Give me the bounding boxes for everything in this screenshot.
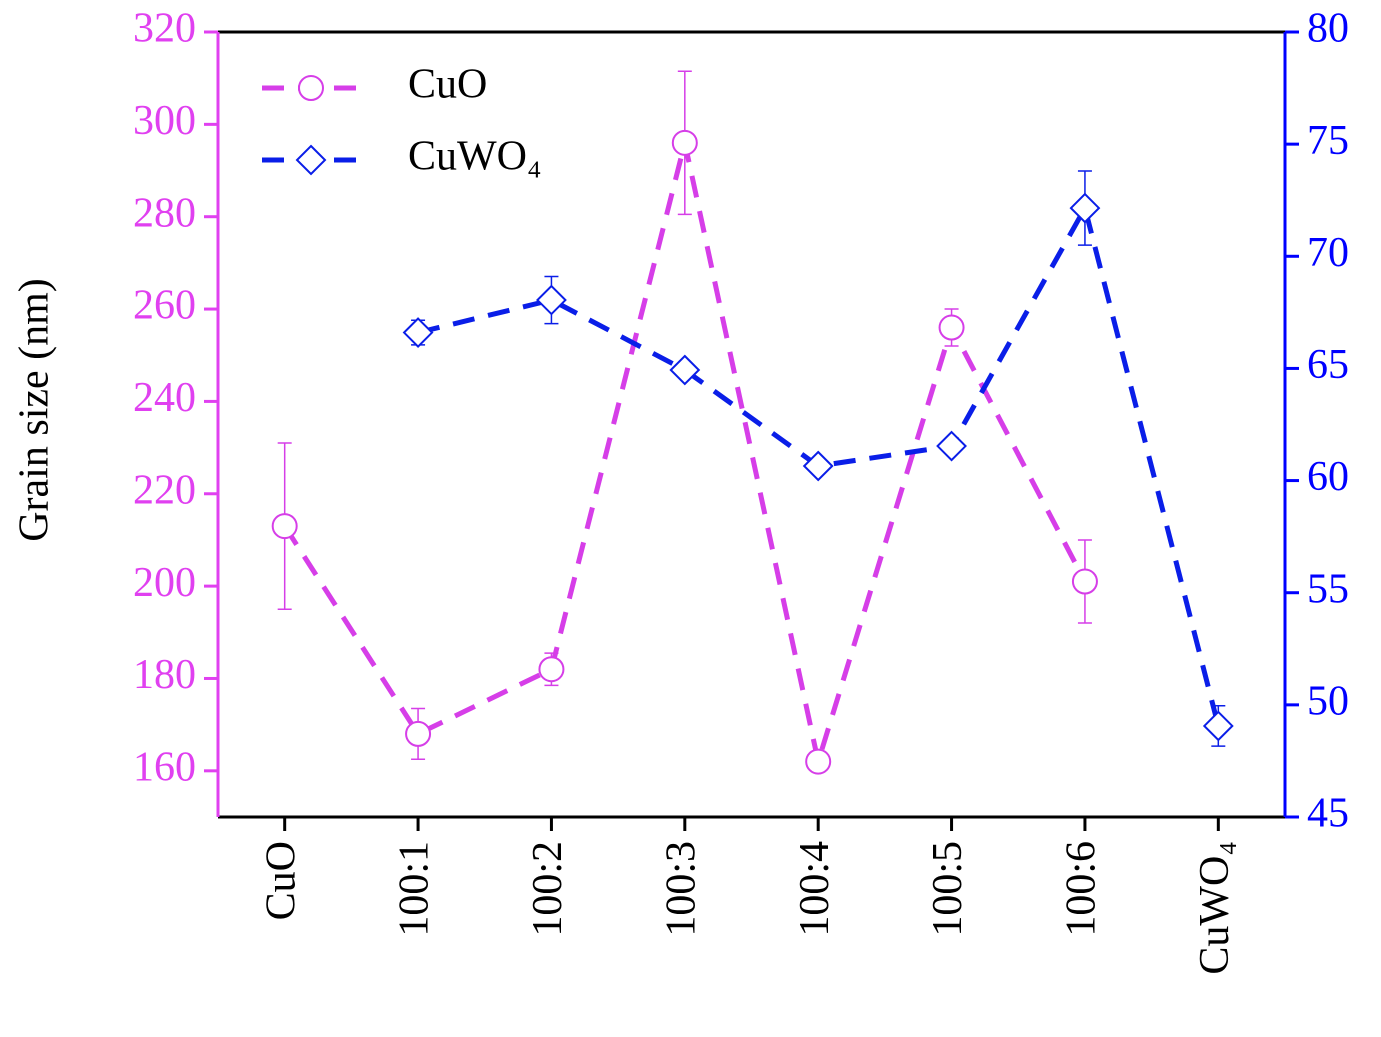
y2-tick-label: 55 (1307, 566, 1349, 612)
marker (671, 129, 698, 156)
legend-label: CuWO₄ (408, 134, 542, 180)
x-tick-label: 100:5 (925, 841, 971, 937)
y2-tick-label: 45 (1307, 791, 1349, 837)
marker (805, 748, 832, 775)
x-tick-label: 100:2 (525, 841, 571, 937)
x-tick-label: 100:4 (792, 841, 838, 937)
legend-marker (295, 144, 327, 176)
x-tick-label: 100:6 (1059, 841, 1105, 937)
y2-tick-label: 50 (1307, 678, 1349, 724)
y-axis-label: Grain size (nm) (12, 278, 58, 542)
y2-tick-label: 70 (1307, 230, 1349, 276)
y-tick-label: 300 (133, 98, 196, 144)
marker (1071, 568, 1098, 595)
marker (271, 513, 298, 540)
legend-label: CuO (408, 62, 487, 108)
y-tick-label: 220 (133, 467, 196, 513)
y-tick-label: 160 (133, 744, 196, 790)
marker (802, 450, 834, 482)
series-line (282, 142, 1088, 772)
marker (938, 314, 965, 341)
x-tick-label: CuWO₄ (1192, 841, 1238, 975)
marker (538, 656, 565, 683)
x-tick-label: 100:1 (392, 841, 438, 937)
y-tick-label: 260 (133, 283, 196, 329)
marker (936, 430, 967, 462)
legend-marker (298, 75, 324, 101)
marker (405, 720, 432, 747)
y2-tick-label: 75 (1307, 118, 1349, 164)
x-tick-label: CuO (258, 841, 304, 920)
y2-tick-label: 80 (1307, 6, 1349, 52)
y-tick-label: 180 (133, 652, 196, 698)
y-tick-label: 320 (133, 6, 196, 52)
y-tick-label: 280 (133, 190, 196, 236)
x-tick-label: 100:3 (658, 841, 704, 937)
y-tick-label: 240 (133, 375, 196, 421)
marker (669, 354, 701, 386)
marker (402, 317, 434, 348)
y2-tick-label: 65 (1307, 342, 1349, 388)
y-tick-label: 200 (133, 560, 196, 606)
marker (1202, 710, 1234, 742)
marker (1069, 192, 1101, 224)
y2-tick-label: 60 (1307, 454, 1349, 500)
marker (536, 284, 567, 316)
